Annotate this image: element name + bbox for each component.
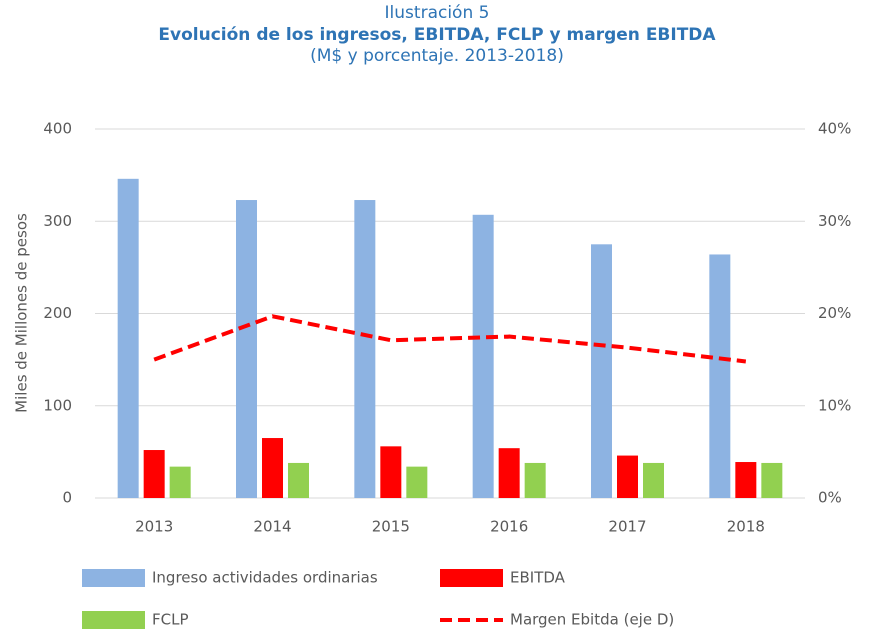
bar [524, 462, 546, 498]
bar [143, 450, 165, 498]
legend-swatch [82, 569, 145, 587]
bar [472, 214, 494, 499]
x-tick-label: 2013 [135, 518, 173, 536]
bar [591, 244, 612, 498]
bar [236, 200, 257, 498]
bar [643, 462, 664, 498]
y2-tick-label: 20% [818, 304, 851, 322]
bar [498, 448, 520, 498]
legend-swatch [440, 569, 503, 587]
y2-tick-label: 10% [818, 396, 851, 414]
bar [354, 200, 376, 498]
bar [117, 178, 139, 498]
y-tick-label: 200 [43, 304, 72, 322]
x-tick-label: 2014 [253, 518, 291, 536]
y2-tick-label: 40% [818, 120, 851, 138]
legend-label: Margen Ebitda (eje D) [510, 611, 674, 629]
y-tick-label: 300 [43, 212, 72, 230]
bar [735, 462, 757, 498]
chart-subtitle: (M$ y porcentaje. 2013-2018) [310, 46, 564, 66]
y-tick-label: 0 [62, 489, 72, 507]
y2-tick-label: 0% [818, 489, 842, 507]
bar [380, 446, 402, 498]
bar [169, 466, 191, 498]
y-tick-label: 400 [43, 120, 72, 138]
x-tick-label: 2017 [608, 518, 646, 536]
bar [288, 462, 309, 498]
legend-label: EBITDA [510, 569, 566, 587]
bar [406, 466, 428, 498]
x-tick-label: 2016 [490, 518, 528, 536]
legend-swatch [82, 611, 145, 629]
bar [761, 462, 783, 498]
bar [262, 438, 283, 498]
x-tick-label: 2018 [727, 518, 765, 536]
y-axis-label: Miles de Millones de pesos [13, 213, 31, 413]
chart-pretitle: Ilustración 5 [385, 3, 490, 23]
legend-label: Ingreso actividades ordinarias [152, 569, 378, 587]
chart-title: Evolución de los ingresos, EBITDA, FCLP … [158, 25, 716, 45]
legend-label: FCLP [152, 611, 189, 629]
y2-tick-label: 30% [818, 212, 851, 230]
bar [709, 254, 731, 498]
x-tick-label: 2015 [372, 518, 410, 536]
y-tick-label: 100 [43, 396, 72, 414]
bar [617, 455, 638, 498]
